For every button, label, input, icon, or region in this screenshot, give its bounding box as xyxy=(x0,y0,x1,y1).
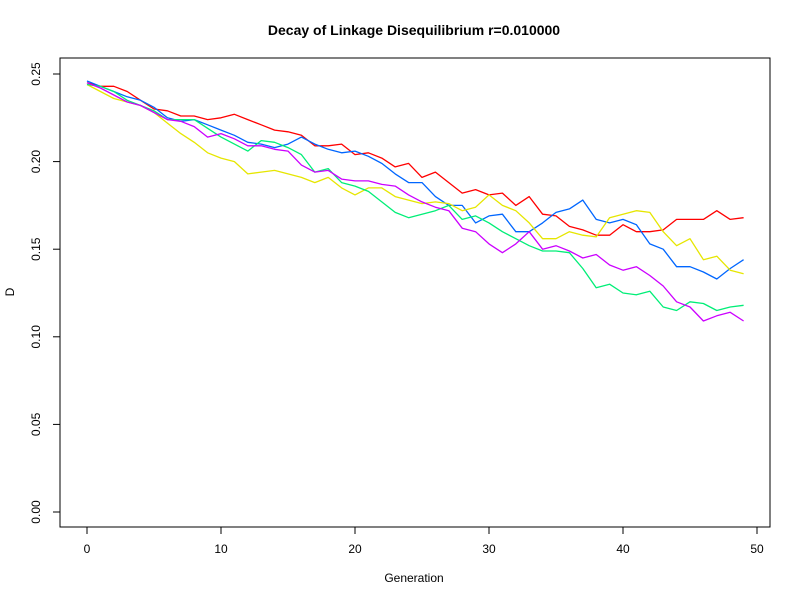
x-tick-label: 30 xyxy=(482,542,496,556)
series-line-3 xyxy=(86,83,744,275)
series-line-1 xyxy=(86,82,744,236)
y-axis: 0.00 0.05 0.10 0.15 0.20 0.25 xyxy=(29,62,61,524)
x-axis: 0 10 20 30 40 50 xyxy=(84,526,764,556)
y-tick-label: 0.15 xyxy=(29,237,43,261)
y-tick-label: 0.10 xyxy=(29,325,43,349)
y-tick-label: 0.20 xyxy=(29,150,43,174)
series-group xyxy=(86,80,744,322)
y-tick-label: 0.00 xyxy=(29,500,43,524)
chart-title: Decay of Linkage Disequilibrium r=0.0100… xyxy=(268,22,560,38)
y-tick-label: 0.25 xyxy=(29,62,43,86)
x-tick-label: 20 xyxy=(348,542,362,556)
y-axis-label: D xyxy=(3,287,17,296)
x-tick-label: 10 xyxy=(214,542,228,556)
series-line-4 xyxy=(86,83,744,312)
x-axis-label: Generation xyxy=(384,571,443,585)
x-tick-label: 40 xyxy=(616,542,630,556)
x-tick-label: 50 xyxy=(750,542,764,556)
series-line-2 xyxy=(86,80,744,280)
y-tick-label: 0.05 xyxy=(29,412,43,436)
plot-frame xyxy=(59,57,771,528)
x-tick-label: 0 xyxy=(84,542,91,556)
series-line-5 xyxy=(86,82,744,322)
